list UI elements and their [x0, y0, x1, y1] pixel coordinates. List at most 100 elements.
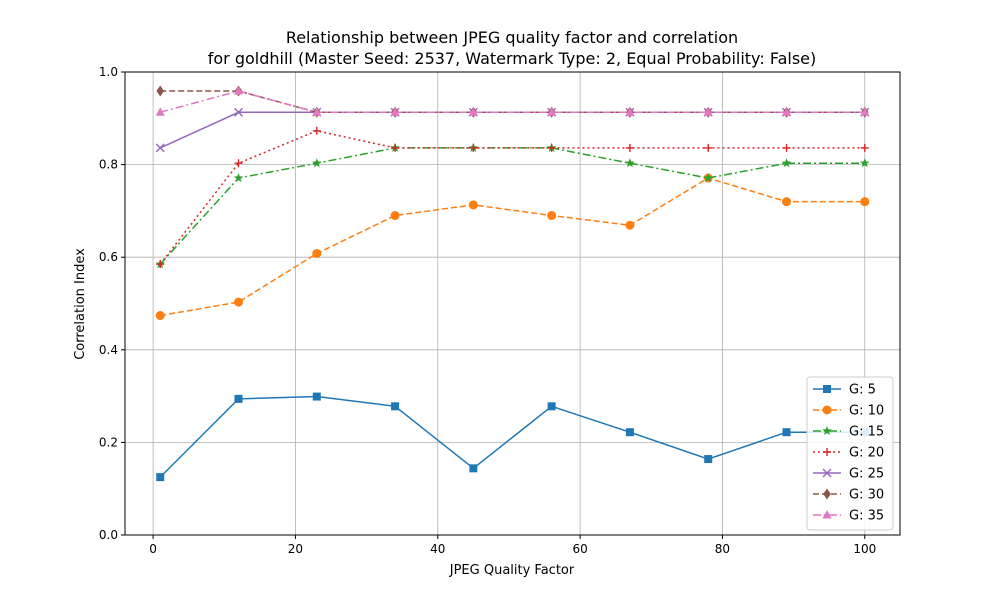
data-point: [469, 143, 478, 152]
x-tick-label: 20: [288, 542, 303, 556]
legend-item: G: 10: [813, 404, 884, 419]
data-point: [312, 392, 321, 401]
data-point: [233, 173, 244, 183]
data-point: [625, 220, 635, 230]
y-axis-label: Correlation Index: [73, 248, 88, 360]
x-axis-label: JPEG Quality Factor: [449, 563, 575, 578]
y-tick-label: 0.0: [99, 528, 118, 542]
series-line: [159, 130, 865, 265]
series-1: [155, 173, 870, 321]
data-point: [860, 197, 870, 207]
legend-item: G: 20: [813, 446, 884, 461]
data-point: [469, 464, 478, 473]
data-point: [234, 159, 243, 168]
data-point: [391, 402, 400, 411]
y-tick-label: 0.6: [99, 250, 118, 264]
data-point: [468, 200, 478, 210]
legend-label: G: 20: [849, 446, 884, 461]
data-point: [625, 158, 635, 168]
legend-item: G: 30: [813, 488, 884, 503]
data-point: [704, 143, 713, 152]
legend: G: 5 G: 10 G: 15 G: 20 G: 25 G: 30 G: 35: [806, 376, 894, 531]
series-6: [155, 85, 870, 116]
legend-item: G: 15: [813, 425, 884, 440]
series-line: [159, 395, 865, 478]
x-tick-label: 40: [430, 542, 445, 556]
series-4: [155, 107, 870, 153]
data-point: [234, 394, 243, 403]
data-point: [312, 158, 322, 168]
y-tick-label: 0.8: [99, 158, 118, 172]
data-point: [703, 107, 713, 116]
axis-ticks: 0 20 40 60 80 100 0.0 0.2 0.4 0.6 0.8 1.0: [99, 65, 876, 556]
data-point: [625, 428, 634, 437]
data-point: [625, 107, 635, 116]
legend-marker: [822, 426, 832, 436]
data-point: [782, 428, 791, 437]
legend-marker: [823, 448, 831, 456]
legend-marker: [823, 385, 831, 393]
data-point: [155, 143, 165, 153]
data-point: [781, 197, 791, 207]
series-line: [160, 177, 865, 317]
legend-marker: [823, 488, 831, 500]
series-3: [156, 126, 869, 269]
x-tick-label: 0: [149, 542, 157, 556]
data-point: [390, 107, 400, 116]
legend-label: G: 35: [849, 509, 884, 524]
data-point: [704, 455, 713, 464]
series-line: [160, 90, 865, 114]
legend-item: G: 35: [813, 509, 884, 524]
data-point: [781, 158, 792, 168]
legend-label: G: 30: [849, 488, 884, 503]
data-point: [156, 260, 165, 269]
data-point: [547, 107, 557, 116]
y-tick-label: 0.4: [99, 343, 118, 357]
data-point: [234, 107, 244, 117]
data-point: [312, 248, 322, 258]
data-point: [782, 143, 791, 152]
data-point: [390, 211, 400, 221]
legend-marker: [822, 510, 832, 519]
x-tick-label: 80: [715, 542, 730, 556]
legend-label: G: 10: [849, 404, 884, 419]
legend-label: G: 25: [849, 467, 884, 482]
data-point: [156, 85, 165, 97]
data-point: [156, 473, 165, 482]
data-point: [547, 211, 557, 221]
x-tick-label: 100: [853, 542, 876, 556]
chart-subtitle: for goldhill (Master Seed: 2537, Waterma…: [208, 49, 816, 68]
data-point: [468, 107, 478, 116]
data-point: [391, 143, 400, 152]
series-line: [160, 90, 865, 114]
data-point: [860, 143, 869, 152]
data-point: [703, 173, 713, 183]
data-point: [625, 143, 634, 152]
data-point: [234, 85, 244, 95]
data-point: [547, 402, 556, 411]
y-tick-label: 1.0: [99, 65, 118, 79]
data-point: [155, 107, 165, 116]
data-point: [312, 107, 322, 116]
series-line: [159, 147, 865, 265]
legend-label: G: 15: [849, 425, 884, 440]
plot-frame: [124, 71, 901, 536]
legend-marker: [822, 405, 832, 415]
legend-marker: [822, 468, 832, 478]
chart-title: Relationship between JPEG quality factor…: [286, 28, 738, 47]
series-layer: [155, 85, 870, 482]
data-point: [312, 126, 321, 135]
legend-item: G: 25: [813, 467, 884, 482]
series-0: [156, 392, 869, 482]
legend-label: G: 5: [849, 383, 876, 398]
y-tick-label: 0.2: [99, 435, 118, 449]
data-point: [860, 158, 870, 168]
data-point: [547, 143, 556, 152]
data-point: [781, 107, 791, 116]
series-line: [159, 111, 865, 149]
x-tick-label: 60: [572, 542, 587, 556]
data-point: [155, 311, 165, 321]
legend-item: G: 5: [813, 383, 876, 398]
data-point: [234, 297, 244, 307]
